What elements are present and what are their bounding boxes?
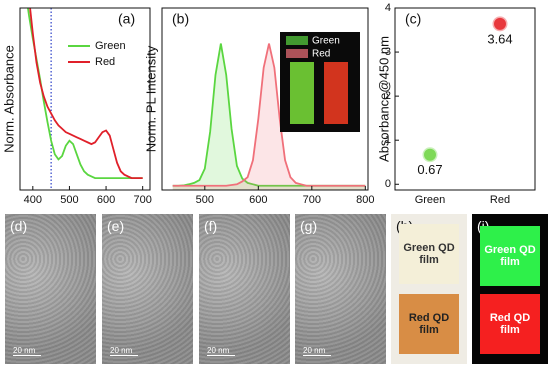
plot-area xyxy=(27,8,143,179)
area xyxy=(172,43,366,190)
legend-swatch xyxy=(286,36,308,45)
y-axis-label: Norm. PL Intensity xyxy=(143,45,158,152)
legend-swatch xyxy=(286,49,308,58)
tem-image: (g) 20 nm xyxy=(295,214,386,364)
tem-image: (f) 20 nm xyxy=(199,214,290,364)
point xyxy=(422,147,438,163)
plot-frame xyxy=(19,7,151,191)
panel-label: (f) xyxy=(204,218,218,234)
panel-label: (e) xyxy=(107,218,125,234)
scale-bar: 20 nm xyxy=(110,346,138,356)
x-axis-label: QD Color xyxy=(438,209,493,210)
x-tick-label: Green xyxy=(415,194,446,206)
line xyxy=(172,43,366,187)
film-label: Green QD film xyxy=(480,226,540,286)
y-axis-label: Absorbance@450 nm xyxy=(376,36,391,162)
cuvette-red xyxy=(324,62,348,124)
legend-label: Red xyxy=(95,56,115,68)
y-tick-label: 1 xyxy=(385,134,391,146)
y-tick-label: 0 xyxy=(385,178,391,190)
film-label: Red QD film xyxy=(399,294,459,354)
tem-image: (e) 20 nm xyxy=(102,214,193,364)
film-label: Red QD film xyxy=(480,294,540,354)
film-photo: (i) Green QD film Red QD film xyxy=(472,214,548,364)
y-axis-label: Norm. Absorbance xyxy=(1,45,16,153)
x-tick-label: 600 xyxy=(249,194,267,206)
scale-bar: 20 nm xyxy=(13,346,41,356)
plot-area xyxy=(172,43,366,190)
panel-label: (a) xyxy=(118,11,135,27)
tem-image: (d) 20 nm xyxy=(5,214,96,364)
panel-label: (g) xyxy=(300,218,318,234)
value-label: 3.64 xyxy=(487,31,512,46)
legend-label: Red xyxy=(312,49,330,60)
scale-bar: 20 nm xyxy=(207,346,235,356)
x-tick-label: 500 xyxy=(196,194,214,206)
panel-label: (d) xyxy=(10,218,28,234)
film-label: Green QD film xyxy=(399,224,459,284)
value-label: 0.67 xyxy=(417,162,442,177)
plot-frame xyxy=(394,7,536,191)
area xyxy=(172,43,366,190)
x-tick-label: 700 xyxy=(303,194,321,206)
x-tick-label: 400 xyxy=(24,194,42,206)
x-tick-label: 800 xyxy=(356,194,374,206)
x-tick-label: 700 xyxy=(133,194,151,206)
x-tick-label: 600 xyxy=(97,194,115,206)
panel-label: (b) xyxy=(172,11,189,27)
x-tick-label: Red xyxy=(490,194,510,206)
y-tick-label: 4 xyxy=(385,2,391,14)
legend-label: Green xyxy=(312,36,340,47)
x-axis-label: Wavelength (nm) xyxy=(36,209,135,210)
scale-bar: 20 nm xyxy=(303,346,331,356)
point xyxy=(492,16,508,32)
x-axis-label: Wavelength (nm) xyxy=(216,209,315,210)
charts: Norm. Absorbance Wavelength (nm) 400 500 600… xyxy=(1,2,536,210)
x-tick-label: 500 xyxy=(60,194,78,206)
cuvette-green xyxy=(290,62,314,124)
film-photo: (h) Green QD film Red QD film xyxy=(391,214,467,364)
line xyxy=(27,8,143,179)
plot-frame xyxy=(161,7,369,191)
y-tick-label: 2 xyxy=(385,90,391,102)
line xyxy=(29,8,143,179)
legend-label: Green xyxy=(95,40,126,52)
panel-label: (c) xyxy=(405,11,421,27)
y-tick-label: 3 xyxy=(385,46,391,58)
